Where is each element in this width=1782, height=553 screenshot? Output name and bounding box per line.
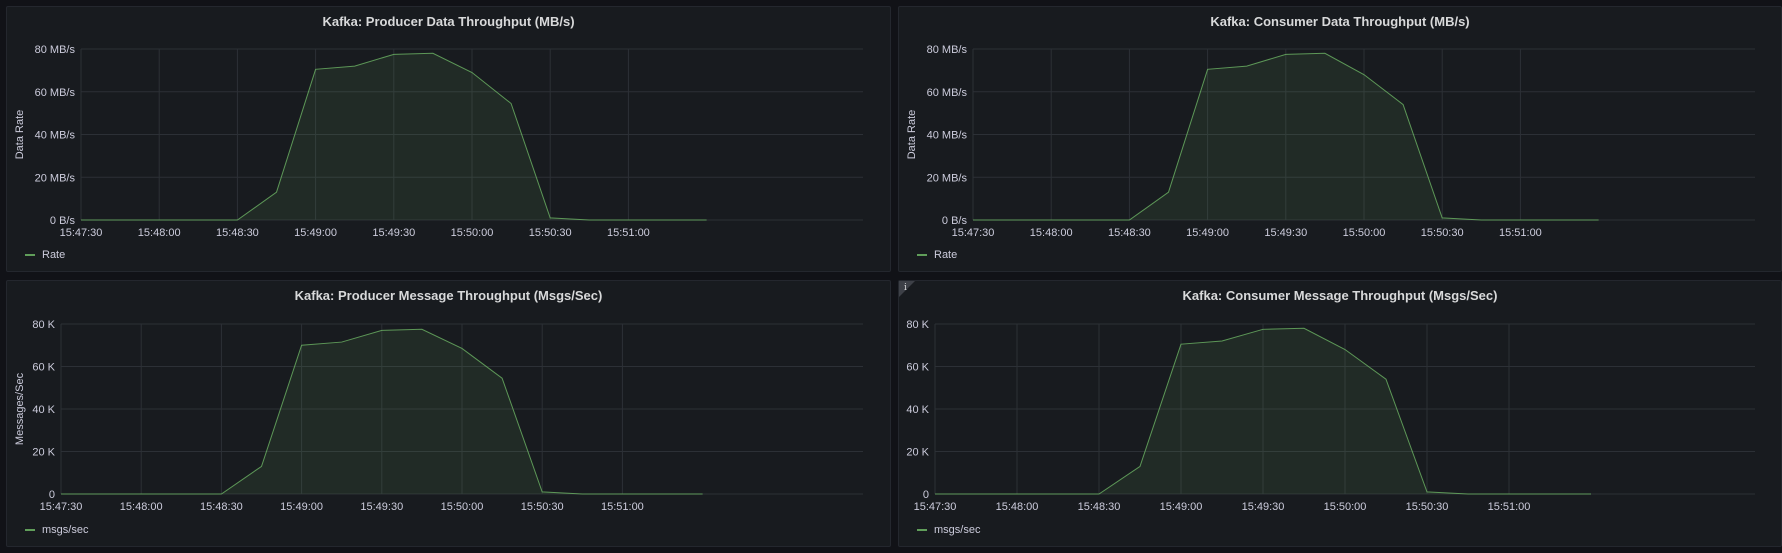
panel-producer-msgs[interactable]: Kafka: Producer Message Throughput (Msgs… (6, 280, 891, 547)
panel-producer-data[interactable]: Kafka: Producer Data Throughput (MB/s) 0… (6, 6, 891, 272)
y-tick-label: 40 K (906, 404, 929, 416)
y-tick-label: 40 MB/s (35, 130, 76, 142)
y-tick-label: 60 MB/s (35, 87, 76, 99)
x-tick-label: 15:49:30 (1264, 227, 1307, 239)
x-tick-label: 15:49:30 (360, 501, 403, 513)
x-tick-label: 15:47:30 (914, 501, 957, 513)
legend-label[interactable]: Rate (934, 249, 958, 261)
x-tick-label: 15:50:30 (1406, 501, 1449, 513)
panel-title[interactable]: Kafka: Consumer Message Throughput (Msgs… (1182, 288, 1498, 303)
chart-producer-data[interactable]: 0 B/s 20 MB/s 40 MB/s 60 MB/s 80 MB/s 15:47:3… (7, 7, 892, 273)
series-line (935, 327, 1591, 495)
panel-consumer-data[interactable]: Kafka: Consumer Data Throughput (MB/s) 0… (898, 6, 1782, 272)
x-tick-label: 15:50:30 (1421, 227, 1464, 239)
y-tick-label: 20 MB/s (927, 172, 968, 184)
series-area (81, 53, 707, 221)
y-axis-label: Data Rate (14, 110, 26, 160)
y-tick-label: 0 B/s (50, 215, 76, 227)
x-tick-label: 15:48:30 (200, 501, 243, 513)
x-tick-label: 15:47:30 (40, 501, 83, 513)
legend[interactable]: Rate (25, 249, 65, 261)
x-tick-label: 15:48:00 (1030, 227, 1073, 239)
y-tick-label: 40 K (32, 404, 55, 416)
y-tick-label: 80 MB/s (927, 44, 968, 56)
x-tick-label: 15:48:00 (138, 227, 181, 239)
series-area (935, 328, 1591, 494)
legend-swatch (25, 254, 35, 256)
y-tick-label: 80 K (32, 319, 55, 331)
y-tick-label: 0 (49, 489, 55, 501)
legend-label[interactable]: msgs/sec (934, 524, 981, 536)
panel-consumer-msgs[interactable]: i Kafka: Consumer Message Throughput (Ms… (898, 280, 1782, 547)
x-tick-label: 15:50:00 (1343, 227, 1386, 239)
panel-title[interactable]: Kafka: Producer Message Throughput (Msgs… (294, 288, 603, 303)
x-tick-label: 15:49:00 (1160, 501, 1203, 513)
x-tick-label: 15:47:30 (60, 227, 103, 239)
y-axis-label: Data Rate (906, 110, 918, 160)
legend-swatch (917, 254, 927, 256)
series-line (61, 328, 703, 495)
y-tick-label: 0 (923, 489, 929, 501)
series-line (973, 52, 1599, 221)
x-tick-label: 15:48:00 (120, 501, 163, 513)
y-tick-label: 20 K (32, 447, 55, 459)
x-tick-label: 15:51:00 (601, 501, 644, 513)
x-tick-label: 15:50:00 (451, 227, 494, 239)
x-tick-label: 15:50:00 (1324, 501, 1367, 513)
chart-producer-msgs[interactable]: 0 20 K 40 K 60 K 80 K 15:47:30 15:48:00 15:48:3… (7, 281, 892, 548)
series-area (973, 53, 1599, 221)
y-tick-label: 40 MB/s (927, 130, 968, 142)
series-line (81, 52, 707, 221)
x-tick-label: 15:48:00 (996, 501, 1039, 513)
x-tick-label: 15:50:30 (521, 501, 564, 513)
info-corner[interactable] (899, 281, 915, 297)
panel-title[interactable]: Kafka: Producer Data Throughput (MB/s) (322, 14, 575, 29)
legend-swatch (25, 529, 35, 531)
legend-label[interactable]: msgs/sec (42, 524, 89, 536)
x-tick-label: 15:49:00 (294, 227, 337, 239)
legend-label[interactable]: Rate (42, 249, 66, 261)
y-tick-label: 0 B/s (942, 215, 968, 227)
x-tick-label: 15:51:00 (607, 227, 650, 239)
y-axis-label: Messages/Sec (14, 372, 26, 445)
x-tick-label: 15:50:00 (441, 501, 484, 513)
x-tick-label: 15:49:30 (372, 227, 415, 239)
legend[interactable]: Rate (917, 249, 957, 261)
y-tick-label: 80 MB/s (35, 44, 76, 56)
x-tick-label: 15:51:00 (1488, 501, 1531, 513)
x-tick-label: 15:49:00 (280, 501, 323, 513)
x-tick-label: 15:50:30 (529, 227, 572, 239)
info-icon[interactable]: i (904, 283, 907, 293)
chart-consumer-msgs[interactable]: 0 20 K 40 K 60 K 80 K 15:47:30 15:48:00 15:48:3… (899, 281, 1782, 548)
y-tick-label: 60 MB/s (927, 87, 968, 99)
x-tick-label: 15:51:00 (1499, 227, 1542, 239)
series-area (61, 329, 703, 494)
panel-title[interactable]: Kafka: Consumer Data Throughput (MB/s) (1210, 14, 1470, 29)
legend[interactable]: msgs/sec (917, 524, 980, 536)
x-tick-label: 15:48:30 (216, 227, 259, 239)
legend[interactable]: msgs/sec (25, 524, 88, 536)
y-tick-label: 80 K (906, 319, 929, 331)
y-tick-label: 20 MB/s (35, 172, 76, 184)
y-tick-label: 60 K (906, 362, 929, 374)
y-tick-label: 60 K (32, 362, 55, 374)
x-tick-label: 15:48:30 (1108, 227, 1151, 239)
chart-consumer-data[interactable]: 0 B/s 20 MB/s 40 MB/s 60 MB/s 80 MB/s 15:47:3… (899, 7, 1782, 273)
x-tick-label: 15:49:00 (1186, 227, 1229, 239)
x-tick-label: 15:49:30 (1242, 501, 1285, 513)
x-tick-label: 15:47:30 (952, 227, 995, 239)
y-tick-label: 20 K (906, 447, 929, 459)
legend-swatch (917, 529, 927, 531)
x-tick-label: 15:48:30 (1078, 501, 1121, 513)
